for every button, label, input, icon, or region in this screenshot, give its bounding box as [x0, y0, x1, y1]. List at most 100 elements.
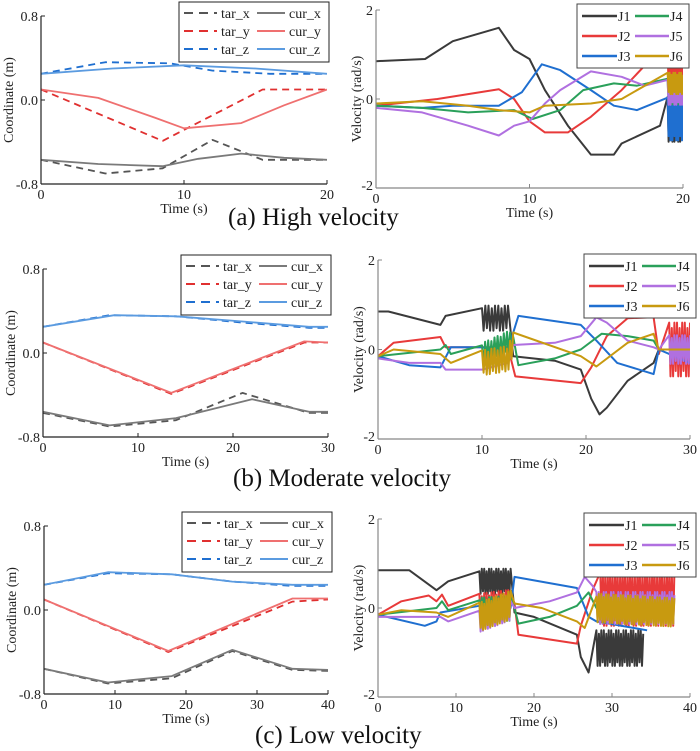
legend-label-J5: J5 — [677, 539, 689, 554]
legend-label-J3: J3 — [625, 300, 637, 315]
series-cur_z — [44, 571, 328, 586]
x-axis-label: Time (s) — [162, 712, 210, 727]
legend-label-J2: J2 — [618, 30, 630, 45]
legend-label-tar_y: tar_y — [221, 25, 250, 40]
y-tick-label: -2 — [363, 688, 375, 703]
legend-label-J2: J2 — [625, 539, 637, 554]
series-cur_x — [44, 649, 328, 684]
y-tick-label: 0.0 — [21, 94, 39, 109]
y-tick-label: 2 — [368, 254, 375, 269]
legend-label-tar_y: tar_y — [223, 278, 252, 293]
series-group — [378, 304, 690, 416]
legend-label-tar_z: tar_z — [221, 43, 249, 58]
legend-label-J5: J5 — [677, 280, 689, 295]
y-tick-label: -0.8 — [19, 688, 41, 703]
y-axis-label: Velocity (rad/s) — [352, 564, 367, 651]
legend-box — [576, 3, 690, 69]
series-J6 — [376, 71, 683, 114]
x-axis-label: Time (s) — [510, 457, 558, 472]
x-tick-label: 10 — [449, 701, 463, 716]
series-group — [44, 571, 328, 685]
x-tick-label: 20 — [676, 192, 690, 207]
series-J6 — [378, 331, 690, 376]
series-group — [378, 567, 676, 674]
legend: J1 J4 J2 J5 J3 J6 — [583, 512, 697, 578]
legend-label-tar_x: tar_x — [221, 7, 250, 22]
legend-label-tar_z: tar_z — [223, 296, 251, 311]
caption-a: (a) High velocity — [228, 204, 399, 231]
series-J1 — [378, 567, 645, 674]
legend-label-J4: J4 — [677, 260, 689, 275]
legend-label-cur_x: cur_x — [291, 260, 323, 275]
y-tick-label: 0.8 — [23, 263, 41, 278]
legend-label-J3: J3 — [618, 50, 630, 65]
series-cur_y — [44, 597, 328, 652]
legend-label-J3: J3 — [625, 559, 637, 574]
series-group — [43, 314, 328, 428]
y-axis-label: Coordinate (m) — [5, 567, 20, 653]
x-tick-label: 10 — [131, 441, 145, 456]
x-tick-label: 0 — [40, 441, 47, 456]
x-tick-label: 30 — [321, 441, 335, 456]
y-tick-label: 2 — [366, 4, 373, 19]
y-tick-label: 0.8 — [24, 520, 42, 535]
series-tar_x — [43, 392, 328, 428]
x-tick-label: 40 — [321, 698, 335, 713]
x-tick-label: 0 — [41, 698, 48, 713]
series-group — [41, 61, 327, 175]
series-tar_x — [41, 139, 327, 175]
x-tick-label: 30 — [683, 443, 697, 458]
legend-label-cur_y: cur_y — [292, 535, 324, 550]
x-tick-label: 10 — [475, 443, 489, 458]
y-tick-label: 0 — [368, 344, 375, 359]
caption-c: (c) Low velocity — [255, 722, 422, 749]
y-axis-label: Velocity (rad/s) — [350, 55, 365, 142]
legend-label-cur_x: cur_x — [292, 517, 324, 532]
series-cur_z — [43, 314, 328, 328]
legend-label-cur_z: cur_z — [289, 43, 320, 58]
legend-label-cur_z: cur_z — [292, 553, 323, 568]
x-tick-label: 20 — [527, 701, 541, 716]
legend: tar_x cur_x tar_y cur_y tar_z cur_z — [178, 1, 330, 63]
legend: J1 J4 J2 J5 J3 J6 — [583, 253, 697, 319]
legend-label-cur_x: cur_x — [289, 7, 321, 22]
x-tick-label: 20 — [579, 443, 593, 458]
x-axis-label: Time (s) — [162, 455, 210, 470]
x-tick-label: 0 — [375, 701, 382, 716]
legend-label-J6: J6 — [677, 300, 689, 315]
caption-b: (b) Moderate velocity — [233, 465, 451, 492]
legend-label-J5: J5 — [670, 30, 682, 45]
series-tar_y — [43, 341, 328, 395]
series-J1 — [378, 304, 690, 416]
legend: tar_x cur_x tar_y cur_y tar_z cur_z — [180, 254, 332, 316]
y-tick-label: 0 — [368, 602, 375, 617]
series-cur_y — [43, 340, 328, 394]
x-tick-label: 10 — [177, 188, 191, 203]
legend-label-tar_y: tar_y — [224, 535, 253, 550]
y-tick-label: 2 — [368, 513, 375, 528]
x-tick-label: 10 — [108, 698, 122, 713]
x-tick-label: 0 — [375, 443, 382, 458]
series-cur_y — [41, 88, 327, 130]
x-axis-label: Time (s) — [510, 715, 558, 730]
series-tar_z — [43, 314, 328, 329]
y-tick-label: 0 — [366, 93, 373, 108]
x-tick-label: 20 — [320, 188, 334, 203]
legend-label-J1: J1 — [618, 10, 630, 25]
legend-label-cur_z: cur_z — [291, 296, 322, 311]
legend: tar_x cur_x tar_y cur_y tar_z cur_z — [181, 511, 333, 573]
chart-c-coord: 0 10 20 30 40 -0.8 0.0 0.8 Time (s) Coordinate (m… — [5, 511, 335, 727]
y-axis-label: Velocity (rad/s) — [352, 306, 367, 393]
x-axis-label: Time (s) — [506, 206, 554, 221]
y-tick-label: -0.8 — [16, 178, 38, 193]
chart-a-coord: 0 10 20 -0.8 0.0 0.8 Time (s) Coordinate (m) tar… — [2, 1, 334, 217]
x-tick-label: 30 — [605, 701, 619, 716]
legend: J1 J4 J2 J5 J3 J6 — [576, 3, 690, 69]
legend-label-J6: J6 — [677, 559, 689, 574]
y-tick-label: 0.8 — [21, 10, 39, 25]
x-tick-label: 0 — [38, 188, 45, 203]
legend-label-J6: J6 — [670, 50, 682, 65]
